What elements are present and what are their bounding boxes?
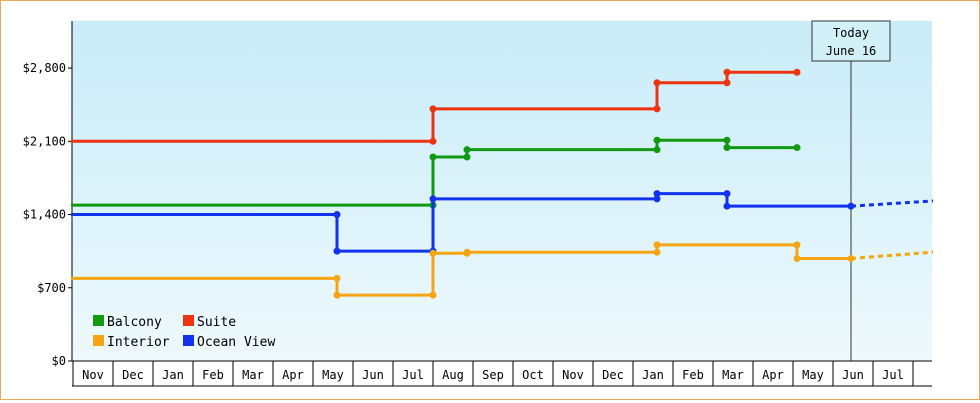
data-point — [723, 68, 731, 76]
data-point — [653, 79, 661, 87]
month-label: Feb — [682, 368, 704, 382]
data-point — [333, 291, 341, 299]
month-label: Oct — [522, 368, 544, 382]
legend-swatch — [93, 315, 104, 326]
y-tick-label: $700 — [37, 281, 66, 295]
data-point — [723, 79, 731, 87]
data-point — [847, 254, 855, 262]
month-label: Nov — [562, 368, 584, 382]
y-tick-label: $1,400 — [23, 208, 66, 222]
data-point — [847, 202, 855, 210]
legend-swatch — [183, 335, 194, 346]
month-label: Jan — [642, 368, 664, 382]
series-projection — [850, 250, 934, 260]
month-label: Dec — [122, 368, 144, 382]
data-point — [793, 144, 801, 152]
data-point — [653, 248, 661, 256]
month-label: Apr — [282, 368, 304, 382]
data-point — [653, 190, 661, 198]
today-box — [811, 20, 891, 62]
data-point — [723, 190, 731, 198]
data-point — [653, 105, 661, 113]
month-label: May — [322, 368, 344, 382]
plot-background — [72, 21, 932, 361]
month-label: Aug — [442, 368, 464, 382]
data-point — [653, 241, 661, 249]
legend-label: Ocean View — [197, 335, 275, 350]
month-label: Jan — [162, 368, 184, 382]
month-label: Mar — [242, 368, 264, 382]
y-tick-label: $0 — [52, 354, 66, 368]
legend-label: Interior — [107, 335, 170, 350]
y-axis: $0 $700 $1,400 $2,100 $2,800 — [23, 21, 73, 368]
month-label: Dec — [602, 368, 624, 382]
legend-label: Balcony — [107, 315, 162, 330]
legend-label: Suite — [197, 315, 236, 330]
month-label: Jun — [362, 368, 384, 382]
data-point — [429, 105, 437, 113]
month-label: Nov — [82, 368, 104, 382]
month-label: Apr — [762, 368, 784, 382]
today-marker: Today June 16 — [811, 20, 891, 361]
month-label: Feb — [202, 368, 224, 382]
legend-swatch — [183, 315, 194, 326]
data-point — [463, 153, 471, 161]
series-projection — [850, 199, 934, 208]
series-group — [71, 68, 934, 299]
month-label: Mar — [722, 368, 744, 382]
today-label: Today — [833, 26, 869, 40]
y-tick-label: $2,100 — [23, 134, 66, 148]
data-point — [429, 249, 437, 257]
data-point — [653, 136, 661, 144]
month-label: Jul — [402, 368, 424, 382]
data-point — [429, 153, 437, 161]
data-point — [429, 195, 437, 203]
month-label: Jul — [882, 368, 904, 382]
data-point — [793, 241, 801, 249]
month-label: May — [802, 368, 824, 382]
data-point — [723, 136, 731, 144]
data-point — [333, 211, 341, 219]
series-line — [71, 192, 851, 253]
data-point — [333, 247, 341, 255]
x-axis: Nov Dec Jan Feb Mar Apr May Jun Jul Aug Sep Oct Nov D… — [72, 360, 932, 387]
data-point — [463, 248, 471, 256]
legend: Balcony Suite Interior Ocean View — [93, 315, 275, 350]
data-point — [793, 68, 801, 76]
data-point — [333, 274, 341, 282]
month-label: Jun — [842, 368, 864, 382]
data-point — [429, 291, 437, 299]
data-point — [653, 195, 661, 203]
data-point — [723, 202, 731, 210]
data-point — [429, 137, 437, 145]
series-line — [71, 138, 797, 207]
data-point — [723, 144, 731, 152]
data-point — [793, 254, 801, 262]
legend-swatch — [93, 335, 104, 346]
month-label: Sep — [482, 368, 504, 382]
y-tick-label: $2,800 — [23, 61, 66, 75]
data-point — [653, 146, 661, 154]
data-point — [463, 146, 471, 154]
today-date: June 16 — [826, 44, 877, 58]
